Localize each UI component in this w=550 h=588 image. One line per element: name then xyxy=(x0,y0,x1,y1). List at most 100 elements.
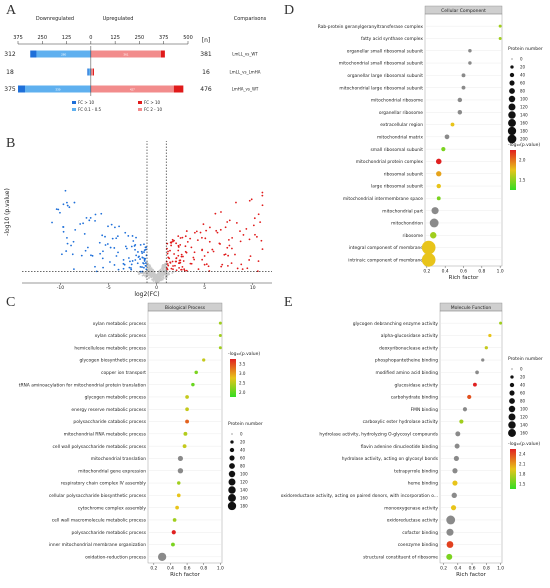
point-ns xyxy=(164,262,167,265)
point-sig xyxy=(94,219,96,222)
point-sig xyxy=(223,253,226,256)
term-bubble xyxy=(455,431,461,437)
term-bubble xyxy=(436,196,441,201)
size-legend-dot xyxy=(508,119,516,127)
row-up-total: 476 xyxy=(200,86,212,93)
size-legend-dot xyxy=(508,103,516,111)
size-legend-label: 80 xyxy=(520,399,526,404)
size-legend-dot xyxy=(508,111,516,119)
point-sig xyxy=(261,248,264,251)
point-sig xyxy=(130,263,133,266)
size-legend-label: 180 xyxy=(520,129,528,134)
point-sig xyxy=(186,240,189,243)
point-ns xyxy=(164,273,167,276)
size-legend-dot xyxy=(510,375,514,379)
point-sig xyxy=(143,249,146,252)
point-sig xyxy=(91,254,94,257)
term-bubble xyxy=(450,505,457,511)
point-ns xyxy=(159,269,162,272)
term-bubble xyxy=(452,480,458,486)
point-sig xyxy=(131,235,134,237)
point-sig xyxy=(192,256,195,259)
point-sig xyxy=(172,268,174,271)
x-tick-label: -5 xyxy=(106,285,111,291)
point-sig xyxy=(66,242,69,245)
point-sig xyxy=(113,247,116,249)
point-sig xyxy=(55,208,58,211)
point-sig xyxy=(236,267,239,270)
term-bubble xyxy=(446,528,454,536)
point-ns xyxy=(149,272,152,274)
panel-c-biological-process: Biological Process xylan metabolic proces… xyxy=(0,295,280,588)
point-sig xyxy=(250,198,253,201)
size-legend-dot xyxy=(228,494,236,502)
term-bubble xyxy=(185,395,189,399)
panel-title: Molecule Function xyxy=(451,305,492,311)
point-sig xyxy=(193,231,196,234)
legend-swatch xyxy=(72,108,76,111)
point-sig xyxy=(183,269,186,272)
point-sig xyxy=(122,267,125,270)
point-sig xyxy=(142,256,144,259)
point-sig xyxy=(117,251,119,254)
term-bubble xyxy=(183,431,188,436)
bar-down-light xyxy=(24,85,91,93)
point-sig xyxy=(62,203,65,206)
bar-up-dark xyxy=(92,68,94,76)
term-label: glycogen biosynthetic process xyxy=(79,358,146,364)
point-sig xyxy=(94,213,97,216)
point-sig xyxy=(170,242,173,244)
point-ns xyxy=(171,272,174,274)
x-axis-label: Rich factor xyxy=(170,572,200,578)
point-sig xyxy=(215,229,218,232)
size-legend-label: 80 xyxy=(520,89,526,94)
point-sig xyxy=(235,222,238,224)
point-sig xyxy=(129,260,131,263)
point-sig xyxy=(174,264,176,267)
point-sig xyxy=(253,217,256,220)
point-ns xyxy=(152,278,155,281)
term-label: cellular polysaccharide biosynthetic pro… xyxy=(49,493,147,499)
panel-e-molecule-function: Molecule Function glycogen debranching en… xyxy=(280,295,550,588)
point-sig xyxy=(260,239,263,242)
term-bubble xyxy=(467,394,472,400)
point-sig xyxy=(249,255,252,258)
term-label: organellar small ribosomal subunit xyxy=(347,48,423,54)
x-tick-label: 0.6 xyxy=(460,269,467,275)
point-sig xyxy=(115,255,118,257)
term-bubble xyxy=(498,36,502,40)
size-legend-dot xyxy=(509,88,515,94)
point-sig xyxy=(83,233,86,235)
point-sig xyxy=(86,246,89,249)
point-sig xyxy=(143,260,146,262)
panel-letter-a: A xyxy=(6,3,17,18)
term-bubble xyxy=(453,455,459,462)
term-label: mitochondrion xyxy=(391,221,423,227)
color-legend-title: -log₁₀(p.value) xyxy=(228,351,260,357)
point-sig xyxy=(124,245,127,248)
x-tick-label: 0.8 xyxy=(478,269,485,275)
term-label: small ribosomal subunit xyxy=(370,147,423,153)
point-sig xyxy=(177,235,180,238)
size-legend-label: 100 xyxy=(520,407,528,412)
term-label: alpha-glucosidase activity xyxy=(381,333,439,339)
legend-label: FC > 10 xyxy=(144,100,161,105)
term-label: oxidoreductase activity xyxy=(387,518,439,524)
size-legend-label: 20 xyxy=(520,65,526,70)
panel-title: Biological Process xyxy=(165,305,206,311)
point-sig xyxy=(227,238,230,241)
term-bubble xyxy=(454,443,460,449)
term-bubble xyxy=(176,493,181,498)
size-legend-label: 60 xyxy=(240,456,246,461)
x-tick-label: 10 xyxy=(250,285,256,291)
point-sig xyxy=(208,240,211,243)
term-bubble xyxy=(446,541,454,548)
point-sig xyxy=(185,251,188,254)
point-ns xyxy=(159,279,162,282)
term-bubble xyxy=(461,85,466,90)
size-legend-dot xyxy=(228,478,236,486)
point-ns xyxy=(161,264,164,267)
point-sig xyxy=(226,264,229,267)
point-sig xyxy=(141,252,144,255)
point-sig xyxy=(179,259,182,262)
